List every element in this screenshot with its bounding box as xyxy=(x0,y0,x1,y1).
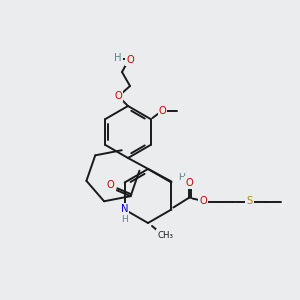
Text: O: O xyxy=(114,91,122,101)
Text: S: S xyxy=(246,196,253,206)
Text: H: H xyxy=(114,53,122,63)
Text: O: O xyxy=(159,106,167,116)
Text: H: H xyxy=(121,215,128,224)
Text: CH₃: CH₃ xyxy=(157,230,173,239)
Text: O: O xyxy=(185,178,193,188)
Text: O: O xyxy=(200,196,207,206)
Text: H: H xyxy=(178,173,185,182)
Text: N: N xyxy=(121,205,128,214)
Text: O: O xyxy=(126,55,134,65)
Text: O: O xyxy=(107,180,115,190)
